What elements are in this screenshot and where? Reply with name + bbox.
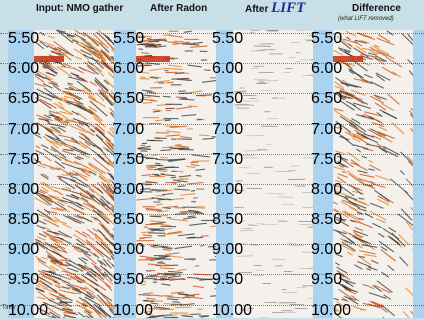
- time-tick-label: 5.50: [8, 30, 40, 47]
- time-tick-label: 7.50: [212, 150, 244, 168]
- time-tick-label: 10.00: [212, 301, 253, 319]
- time-tick-label: 8.00: [212, 180, 244, 198]
- time-tick-label: 8.50: [311, 211, 343, 229]
- panel-title-radon: After Radon: [150, 3, 208, 14]
- time-tick-label: 10.00: [311, 301, 352, 319]
- time-tick-label: 10.00: [113, 301, 154, 319]
- time-axis-right: [412, 30, 424, 318]
- time-axis-left: [8, 30, 34, 318]
- time-tick-label: 8.00: [8, 180, 40, 198]
- time-gridline: [0, 214, 424, 216]
- time-gridline: [0, 183, 424, 185]
- time-tick-label: 9.50: [212, 271, 244, 289]
- time-tick-label: 6.50: [212, 90, 244, 108]
- time-tick-label: 6.00: [212, 60, 244, 78]
- time-tick-label: 6.00: [8, 60, 40, 78]
- panel-difference: [333, 30, 413, 318]
- time-tick-label: 6.50: [311, 90, 343, 108]
- time-tick-label: 7.00: [113, 120, 145, 138]
- time-gridline: [0, 63, 424, 65]
- panel-title-lift: After LIFT: [245, 0, 305, 17]
- time-tick-label: 9.50: [311, 271, 343, 289]
- time-tick-label: 5.50: [212, 30, 244, 47]
- time-axis-2: [113, 30, 139, 318]
- time-tick-label: 7.00: [8, 120, 40, 138]
- time-tick-label: 9.00: [113, 241, 145, 259]
- time-tick-label: 5.50: [311, 30, 343, 47]
- time-tick-label: 7.50: [8, 150, 40, 168]
- time-gridline: [0, 153, 424, 155]
- time-tick-label: 10.00: [8, 301, 49, 319]
- time-tick-label: 9.50: [113, 271, 145, 289]
- panel-after-lift: [233, 30, 313, 318]
- time-tick-label: 9.00: [212, 241, 244, 259]
- panel-title-input: Input: NMO gather: [36, 3, 124, 14]
- time-tick-label: 7.00: [311, 120, 343, 138]
- time-tick-label: 9.00: [311, 241, 343, 259]
- panel-title-lift-prefix: After: [245, 4, 269, 15]
- time-gridline: [0, 304, 424, 306]
- time-tick-label: 7.50: [113, 150, 145, 168]
- time-tick-label: 8.50: [212, 211, 244, 229]
- time-axis-4: [311, 30, 337, 318]
- time-tick-label: 6.00: [311, 60, 343, 78]
- time-tick-label: 6.50: [113, 90, 145, 108]
- time-axis-label: Time: [2, 305, 16, 311]
- time-gridline: [0, 93, 424, 95]
- time-gridline: [0, 274, 424, 276]
- time-tick-label: 8.50: [113, 211, 145, 229]
- panel-input-gather: [34, 30, 114, 318]
- time-tick-label: 9.00: [8, 241, 40, 259]
- time-tick-label: 8.50: [8, 211, 40, 229]
- panel-subtitle-difference: (what LIFT removed): [338, 16, 394, 22]
- time-tick-label: 8.00: [311, 180, 343, 198]
- time-tick-label: 8.00: [113, 180, 145, 198]
- panel-after-radon: [136, 30, 216, 318]
- time-tick-label: 6.50: [8, 90, 40, 108]
- time-tick-label: 7.50: [311, 150, 343, 168]
- time-tick-label: 7.00: [212, 120, 244, 138]
- panel-title-difference: Difference: [352, 3, 401, 14]
- time-tick-label: 9.50: [8, 271, 40, 289]
- time-gridline: [0, 33, 424, 34]
- time-tick-label: 5.50: [113, 30, 145, 47]
- time-tick-label: 6.00: [113, 60, 145, 78]
- panel-title-lift-emph: LIFT: [271, 0, 306, 16]
- time-gridline: [0, 244, 424, 246]
- time-gridline: [0, 123, 424, 125]
